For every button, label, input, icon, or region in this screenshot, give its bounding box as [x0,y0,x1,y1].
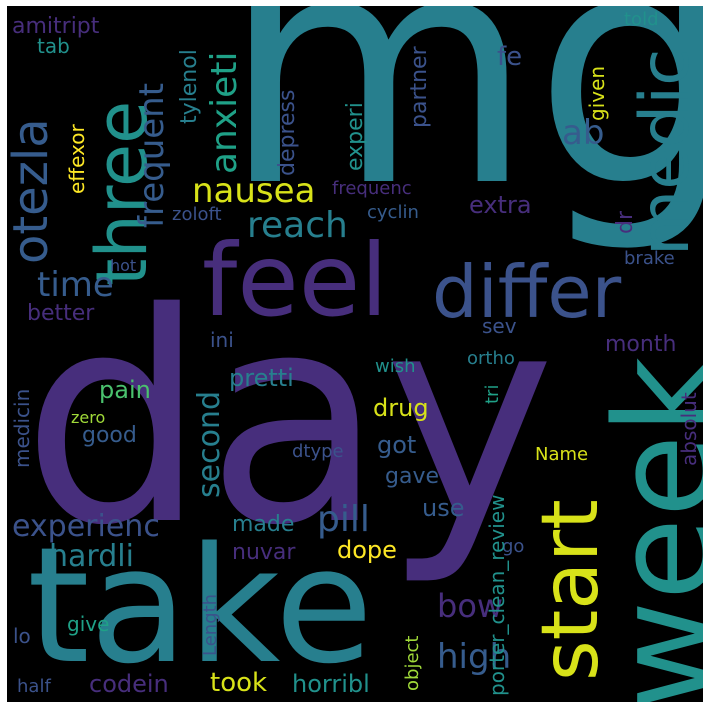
word-zoloft: zoloft [172,204,222,225]
word-dr: dr [613,210,638,234]
word-go: go [502,536,525,557]
word-object: object [402,635,423,691]
word-ini: ini [210,328,234,352]
word-reach: reach [247,205,348,246]
word-fe: fe [497,42,523,72]
word-better: better [27,301,95,326]
word-zero: zero [71,408,106,427]
word-hot: hot [110,256,137,275]
word-start: start [526,499,616,681]
word-frequent: frequent [132,82,172,228]
word-took: took [210,668,268,698]
word-amitript: amitript [12,14,100,39]
word-bow: bow [437,587,504,625]
word-absolut: absolut [677,392,701,466]
word-medic: medic [626,48,703,256]
word-effexor: effexor [65,124,89,194]
word-good: good [82,423,137,448]
word-made: made [232,512,295,537]
word-half: half [17,676,51,697]
word-otezla: otezla [7,118,59,264]
word-extra: extra [469,191,532,219]
word-anxieti: anxieti [204,51,245,174]
word-drug: drug [373,394,429,422]
word-Length: Length [200,593,221,656]
word-horribl: horribl [292,670,370,698]
word-second: second [192,391,227,498]
word-porter-clean-review: porter_clean_review [485,494,509,696]
word-hardli: hardli [49,539,134,574]
word-pretti: pretti [229,364,294,392]
word-take: take [27,512,374,699]
word-cloud: mg day take week feel differ three medic… [7,6,703,702]
word-tri: tri [482,384,503,404]
word-Name: Name [535,444,589,465]
word-month: month [605,332,677,357]
word-got: got [377,431,417,459]
word-feel: feel [202,222,389,339]
word-mg: mg [222,6,703,257]
word-given: given [585,65,609,121]
word-high: high [437,637,512,677]
word-dope: dope [337,536,397,564]
word-day: day [22,252,556,589]
word-tylenol: tylenol [177,49,202,124]
word-gave: gave [385,464,440,489]
word-cyclin: cyclin [367,202,419,223]
word-use: use [422,494,465,522]
word-partner: partner [407,46,432,128]
word-ortho: ortho [467,348,515,369]
word-tab: tab [37,34,70,58]
word-ab: ab [562,113,605,153]
word-told: told [624,9,659,30]
word-medicin: medicin [10,388,34,468]
word-give: give [67,612,110,636]
word-pain: pain [99,376,151,404]
word-pill: pill [317,499,370,540]
word-experi: experi [343,102,368,171]
word-sev: sev [482,314,517,338]
word-frequenc: frequenc [332,178,412,199]
word-depress: depress [275,89,300,177]
word-wish: wish [375,356,416,377]
word-lo: lo [13,624,31,648]
word-nuvar: nuvar [232,540,296,565]
word-experienc: experienc [12,509,160,544]
word-differ: differ [432,250,622,334]
word-brake: brake [624,248,675,269]
word-time: time [37,265,114,305]
word-nausea: nausea [192,171,316,211]
word-dtype: dtype [292,441,344,462]
word-codein: codein [89,670,169,698]
